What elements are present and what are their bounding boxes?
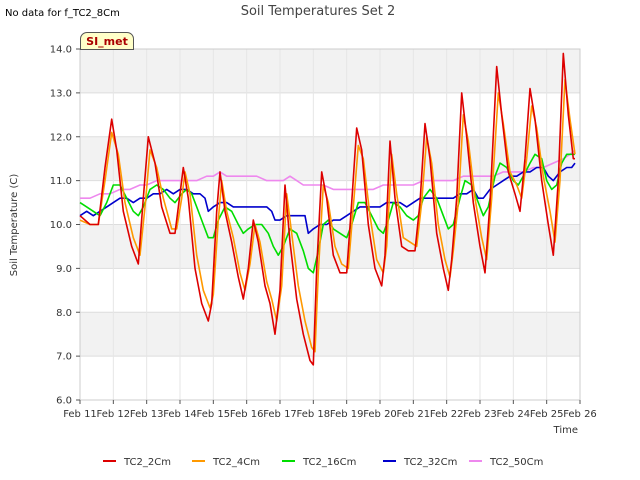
x-tick-label: Feb 16: [230, 409, 264, 420]
x-tick-label: Feb 17: [263, 409, 297, 420]
series-line-tc2-4cm: [79, 78, 576, 353]
x-tick-label: Feb 19: [330, 409, 364, 420]
legend-label: TC2_32Cm: [403, 457, 457, 468]
legend-label: TC2_2Cm: [123, 457, 171, 468]
y-tick-label: 14.0: [50, 45, 72, 56]
x-axis-label: Time: [553, 425, 578, 436]
x-axis-ticks: Feb 11 Feb 12 Feb 13 Feb 14 Feb 15 Feb 16 Feb …: [63, 400, 597, 420]
plot-band: [80, 268, 580, 313]
chart-title: Soil Temperatures Set 2: [241, 4, 396, 19]
legend-label: TC2_4Cm: [212, 457, 260, 468]
x-tick-label: Feb 11: [63, 409, 97, 420]
x-tick-label: Feb 12: [97, 409, 131, 420]
x-tick-label: Feb 14: [163, 409, 197, 420]
plot-band: [80, 312, 580, 357]
no-data-note: No data for f_TC2_8Cm: [5, 8, 120, 19]
plot-band: [80, 356, 580, 400]
y-tick-label: 11.0: [50, 176, 72, 187]
legend-label: TC2_16Cm: [302, 457, 356, 468]
x-tick-label: Feb 20: [363, 409, 397, 420]
x-tick-label: Feb 15: [197, 409, 231, 420]
x-tick-label: Feb 26: [563, 409, 597, 420]
x-tick-label: Feb 13: [130, 409, 164, 420]
station-badge: SI_met: [80, 32, 134, 50]
legend: TC2_2Cm TC2_4Cm TC2_16Cm TC2_32Cm TC2_50Cm: [103, 457, 543, 468]
y-tick-label: 10.0: [50, 220, 72, 231]
x-tick-label: Feb 23: [463, 409, 497, 420]
y-axis-label: Soil Temperature (C): [9, 174, 20, 277]
y-tick-label: 7.0: [56, 352, 72, 363]
x-tick-label: Feb 18: [297, 409, 331, 420]
y-axis-ticks: 6.0 7.0 8.0 9.0 10.0 11.0 12.0 13.0 14.0: [50, 45, 80, 407]
y-tick-label: 6.0: [56, 396, 72, 407]
x-tick-label: Feb 22: [430, 409, 464, 420]
y-tick-label: 13.0: [50, 88, 72, 99]
x-tick-label: Feb 25: [530, 409, 564, 420]
series-line-tc2-2cm: [79, 52, 575, 366]
y-tick-label: 8.0: [56, 308, 72, 319]
y-tick-label: 9.0: [56, 264, 72, 275]
series-line-tc2-16cm: [79, 153, 575, 274]
plot-band: [80, 49, 580, 93]
x-tick-label: Feb 24: [497, 409, 531, 420]
x-tick-label: Feb 21: [397, 409, 431, 420]
series-lines: [79, 52, 576, 366]
y-tick-label: 12.0: [50, 132, 72, 143]
legend-label: TC2_50Cm: [489, 457, 543, 468]
